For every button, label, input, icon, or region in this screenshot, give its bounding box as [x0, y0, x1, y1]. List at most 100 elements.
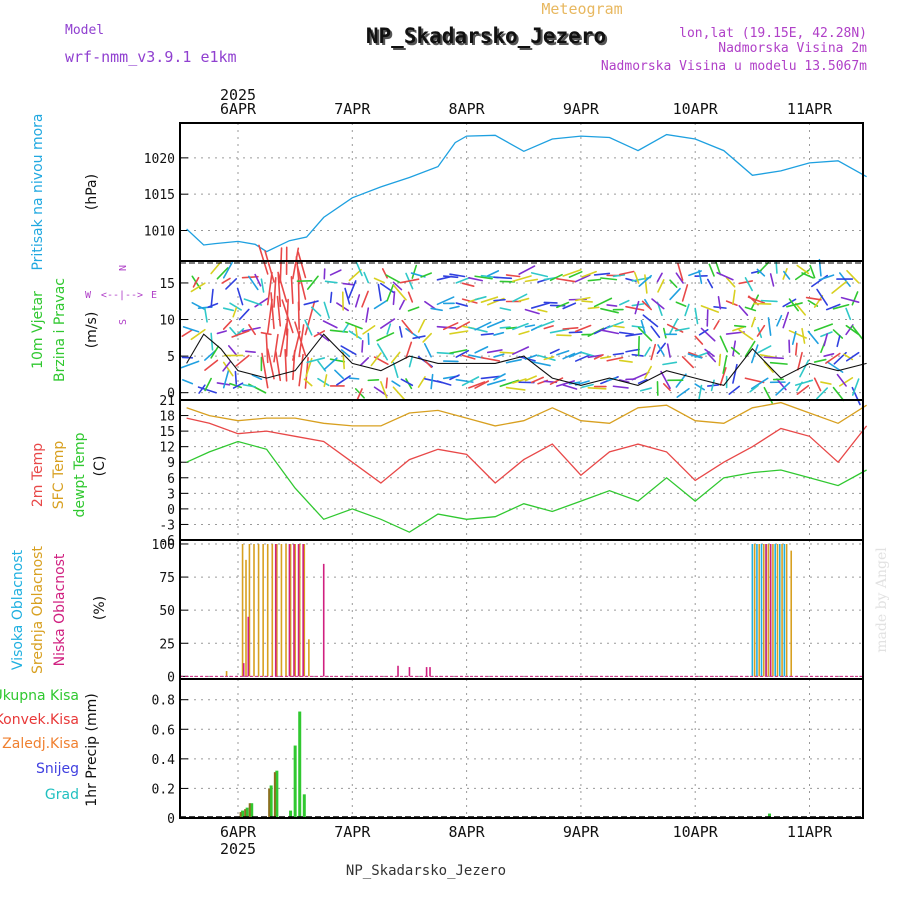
panel-0: 1010 1015 1020 — [144, 123, 863, 261]
wind-arrow — [657, 344, 665, 356]
wind-arrow — [750, 344, 759, 364]
lonlat-label: lon,lat (19.15E, 42.28N) — [679, 26, 867, 41]
wind-arrow — [776, 314, 783, 327]
wind-arrow — [568, 331, 583, 334]
wind-arrow — [297, 251, 307, 279]
wind-arrow — [845, 351, 860, 362]
wind-arrow — [794, 302, 807, 316]
wind-arrow — [606, 377, 617, 382]
wind-arrow — [225, 278, 238, 290]
year-label-bottom: 2025 — [220, 840, 256, 858]
top-day-labels: 6APR 7APR 8APR 9APR 10APR 11APR — [220, 100, 833, 118]
wind-arrow — [449, 374, 460, 381]
wind-arrow — [216, 330, 227, 335]
wind-arrow — [530, 376, 544, 384]
wind-arrow — [386, 323, 392, 335]
y-tick-label: 15 — [159, 425, 175, 440]
wind-arrow — [251, 374, 263, 381]
wind-arrow — [669, 279, 678, 288]
wind-arrow — [574, 274, 591, 283]
precip-total-label: Ukupna Kisa — [0, 688, 79, 704]
wind-arrow — [461, 354, 476, 360]
wind-arrow — [640, 319, 646, 334]
wind-arrow — [190, 282, 206, 293]
panel-frame — [179, 678, 864, 819]
wind-arrow — [385, 377, 388, 389]
wind-arrow — [796, 264, 810, 275]
wind-arrow — [556, 380, 575, 387]
y-tick-label: 6 — [167, 472, 175, 487]
wind-arrow — [816, 288, 829, 306]
wind-arrow — [549, 328, 570, 334]
wind-unit: (m/s) — [84, 312, 100, 349]
wind-arrow — [846, 269, 860, 284]
wind-arrow — [362, 325, 376, 335]
wind-arrow — [197, 386, 217, 394]
wind-arrow — [222, 361, 234, 377]
compass-east: E — [151, 290, 157, 301]
temp-line-1 — [186, 401, 867, 427]
model-label: Model — [65, 23, 104, 38]
wind-arrow — [606, 356, 624, 362]
wind-arrow — [261, 352, 269, 389]
wind-arrow — [783, 270, 791, 280]
wind-arrow — [732, 340, 737, 357]
meteogram-label: Meteogram — [541, 0, 622, 18]
wind-arrow — [297, 278, 300, 311]
wind-arrow — [430, 373, 434, 390]
wind-arrow — [656, 272, 663, 283]
y-tick-label: 50 — [159, 604, 175, 619]
temp-sfc-label: SFC Temp — [51, 441, 67, 510]
wind-arrow — [412, 335, 426, 340]
elevation-label: Nadmorska Visina 2m — [718, 41, 867, 56]
wind-arrow — [365, 307, 370, 323]
pressure-line — [186, 133, 867, 253]
y-tick-label: 0 — [167, 812, 175, 827]
cloud-unit: (%) — [92, 596, 108, 620]
wind-arrow — [303, 378, 313, 387]
temp-unit: (C) — [92, 456, 108, 477]
wind-arrow — [801, 327, 806, 344]
wind-arrow — [329, 329, 349, 333]
wind-arrow — [405, 341, 413, 359]
wind-arrow — [809, 264, 816, 279]
wind-arrow — [681, 356, 695, 369]
wind-arrow — [480, 296, 499, 303]
wind-arrow — [461, 376, 480, 387]
wind-arrow — [660, 370, 671, 389]
y-tick-label: 1010 — [144, 224, 175, 239]
wind-arrow — [681, 284, 689, 302]
bottom-day-label: 6APR — [220, 823, 257, 841]
wind-arrow — [823, 333, 829, 347]
wind-arrow — [242, 383, 256, 388]
wind-arrow — [281, 299, 294, 334]
wind-arrow — [666, 343, 671, 358]
wind-arrow — [744, 340, 756, 358]
precip-grad-label: Grad — [45, 787, 79, 803]
wind-arrow — [254, 273, 262, 287]
y-tick-label: 15 — [159, 277, 175, 292]
model-name: wrf-nmm_v3.9.1 e1km — [65, 48, 237, 66]
wind-arrow — [684, 303, 690, 317]
wind-arrow — [832, 329, 844, 339]
wind-arrow — [562, 352, 576, 360]
wind-arrow — [587, 306, 600, 310]
wind-label-2: Brzina i Pravac — [52, 278, 68, 382]
wind-arrow — [694, 335, 704, 345]
wind-arrow — [182, 379, 194, 385]
wind-arrow — [618, 331, 635, 336]
wind-arrow — [524, 324, 536, 328]
wind-arrow — [593, 297, 613, 308]
wind-arrow — [359, 357, 370, 366]
wind-arrow — [651, 298, 665, 310]
wind-arrow — [391, 380, 401, 387]
wind-arrow — [505, 358, 522, 364]
wind-arrow — [714, 260, 722, 276]
wind-arrow — [436, 380, 452, 386]
bottom-day-label: 7APR — [334, 823, 371, 841]
wind-arrow — [455, 349, 470, 358]
wind-arrow — [348, 269, 362, 282]
top-day-label: 11APR — [787, 100, 833, 118]
wind-arrow — [631, 353, 644, 357]
